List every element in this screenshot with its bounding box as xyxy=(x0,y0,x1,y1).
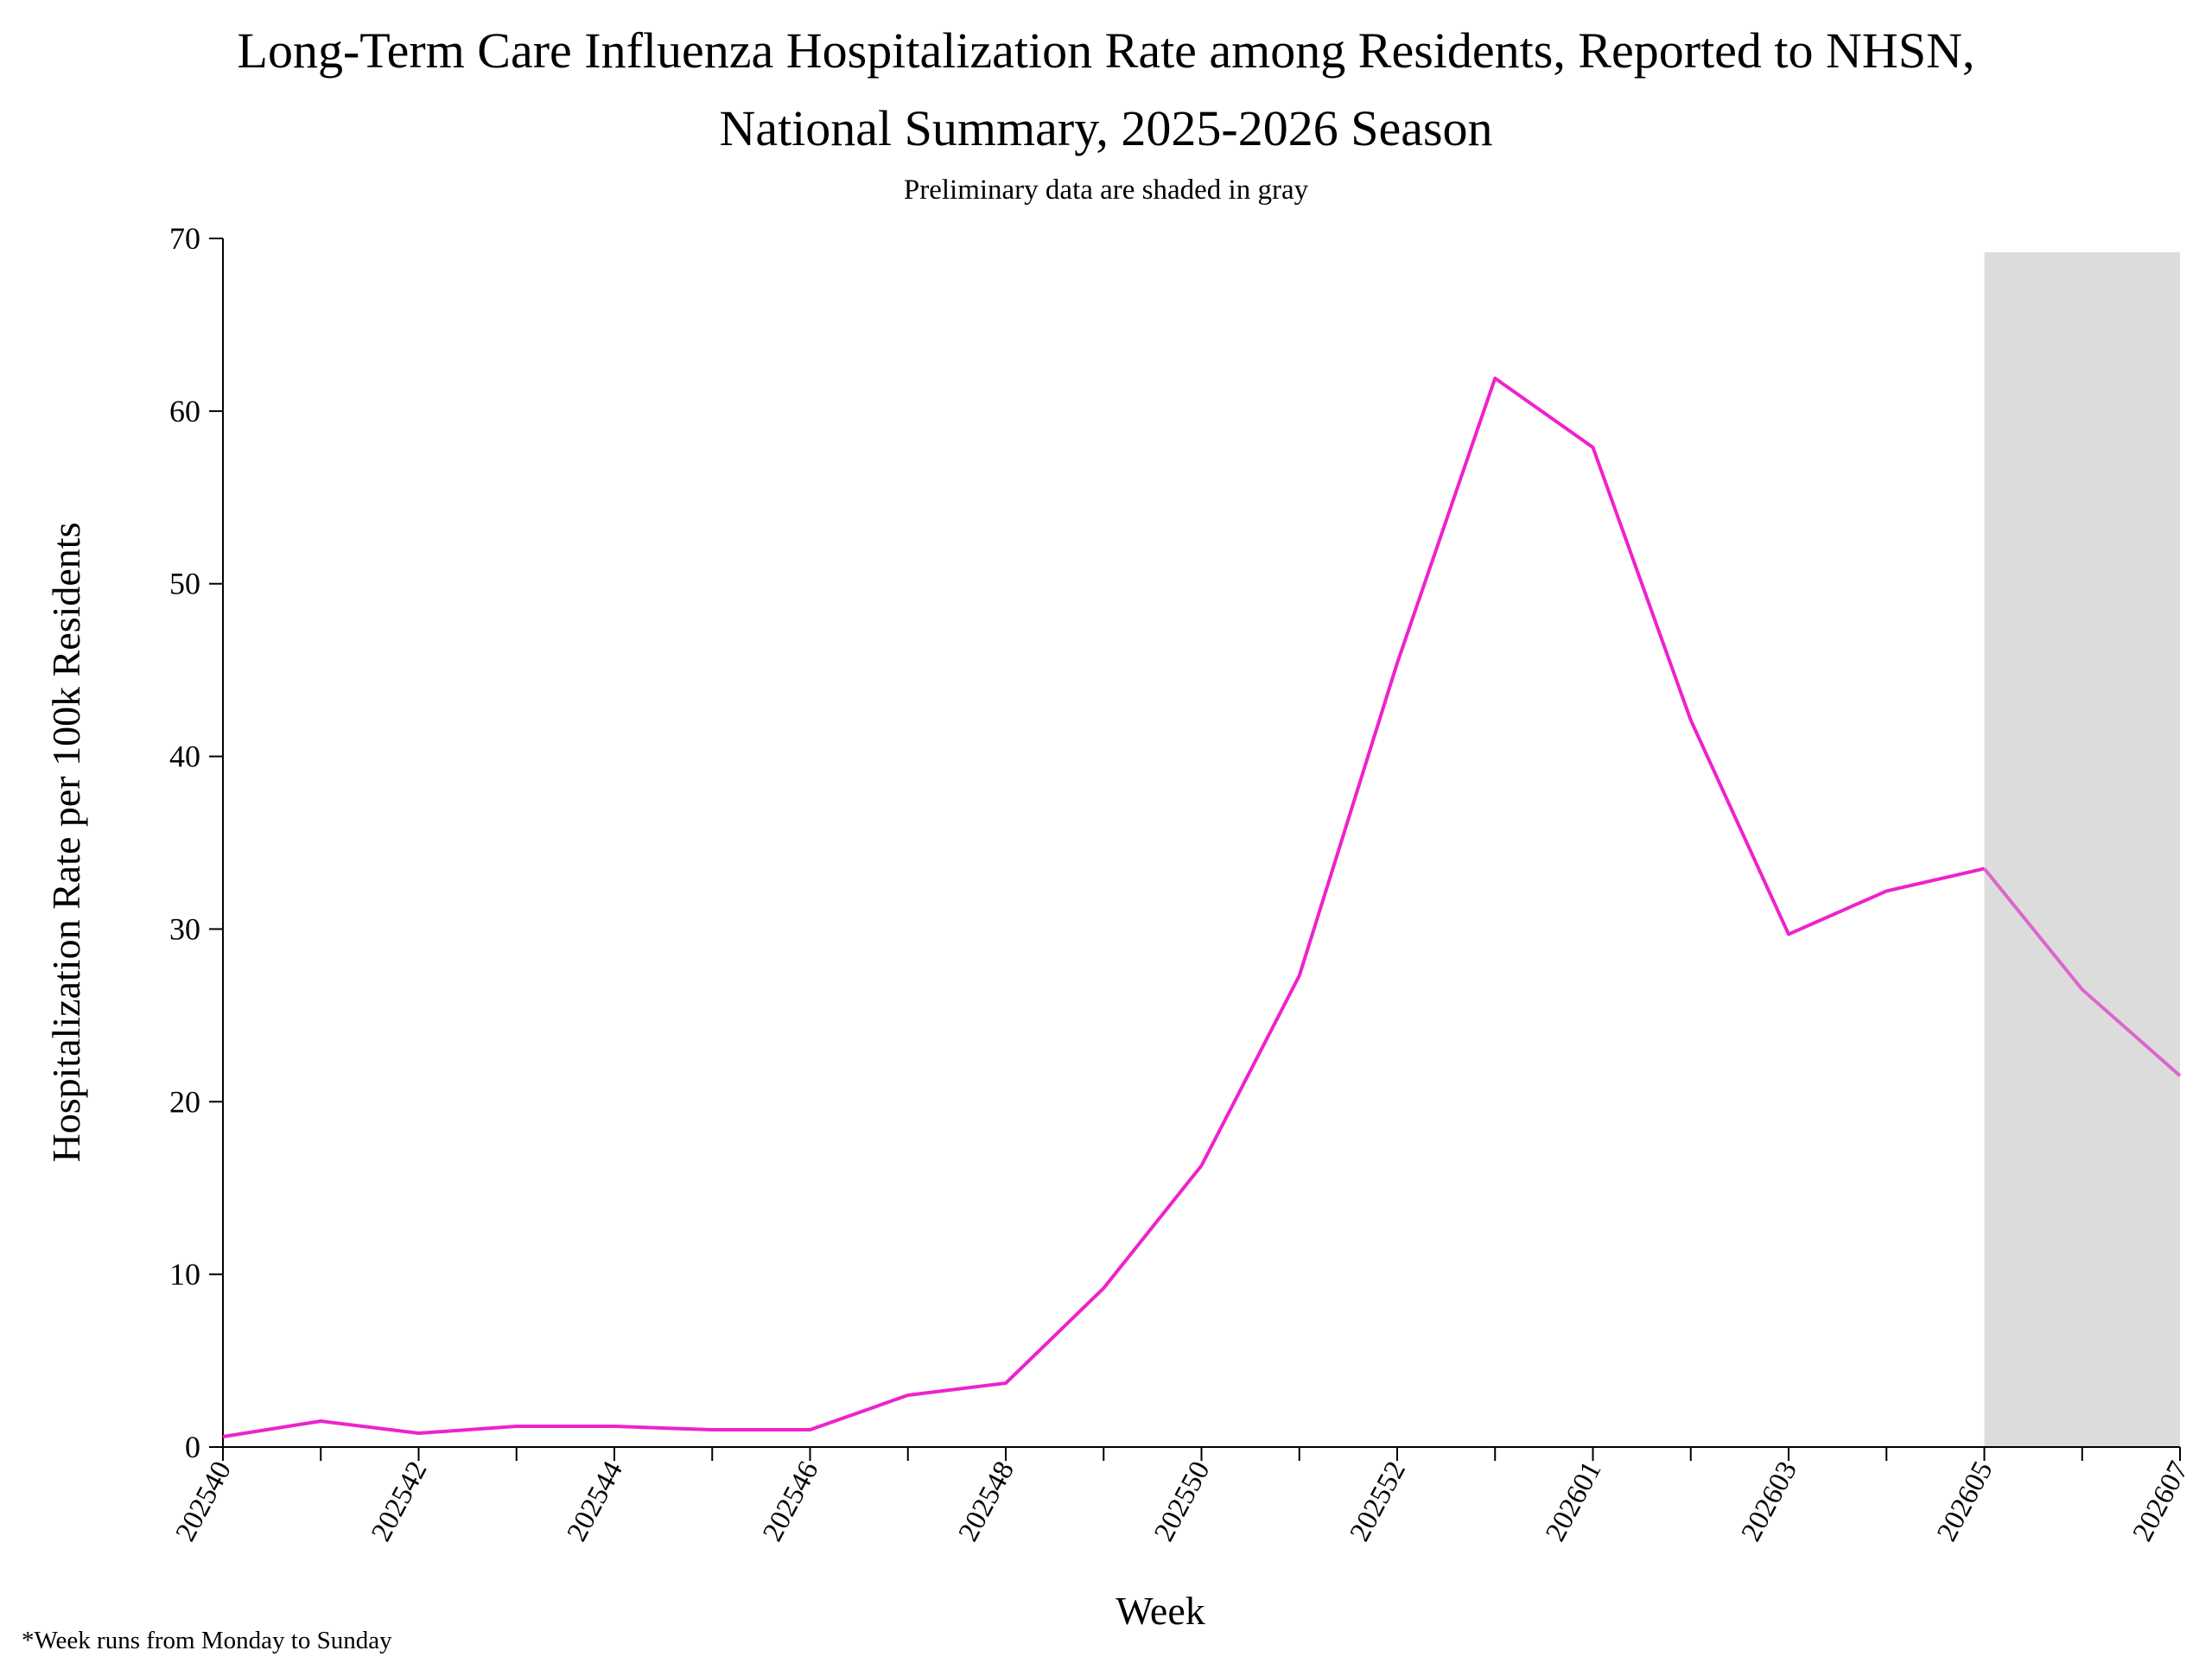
y-tick-label: 30 xyxy=(169,911,200,946)
y-tick-label: 50 xyxy=(169,567,200,601)
series-line xyxy=(222,376,1985,1438)
chart-title: Long-Term Care Influenza Hospitalization… xyxy=(238,22,1975,79)
y-tick-label: 60 xyxy=(169,394,200,428)
preliminary-shade xyxy=(1984,252,2180,1447)
x-tick-label: 202601 xyxy=(1540,1457,1607,1546)
y-tick-label: 0 xyxy=(185,1430,200,1464)
x-tick-label: 202607 xyxy=(2127,1457,2195,1546)
y-tick-label: 40 xyxy=(169,739,200,774)
x-tick-label: 202542 xyxy=(365,1457,433,1546)
y-tick-label: 70 xyxy=(169,221,200,256)
x-tick-label: 202540 xyxy=(170,1457,238,1546)
y-axis-title: Hospitalization Rate per 100k Residents xyxy=(44,523,88,1163)
x-axis-title: Week xyxy=(1116,1589,1205,1633)
chart-subtitle: Preliminary data are shaded in gray xyxy=(904,175,1309,206)
x-tick-label: 202546 xyxy=(757,1457,824,1546)
series-line xyxy=(1982,867,2182,1077)
chart-title: National Summary, 2025-2026 Season xyxy=(719,100,1492,156)
x-tick-label: 202550 xyxy=(1148,1457,1216,1546)
y-tick-label: 20 xyxy=(169,1084,200,1119)
x-tick-label: 202603 xyxy=(1736,1457,1803,1546)
y-tick-label: 10 xyxy=(169,1257,200,1292)
x-tick-label: 202544 xyxy=(562,1457,629,1546)
x-tick-label: 202605 xyxy=(1931,1457,1999,1546)
x-tick-label: 202552 xyxy=(1344,1457,1412,1546)
footnote: *Week runs from Monday to Sunday xyxy=(22,1627,392,1654)
x-tick-label: 202548 xyxy=(953,1457,1020,1546)
